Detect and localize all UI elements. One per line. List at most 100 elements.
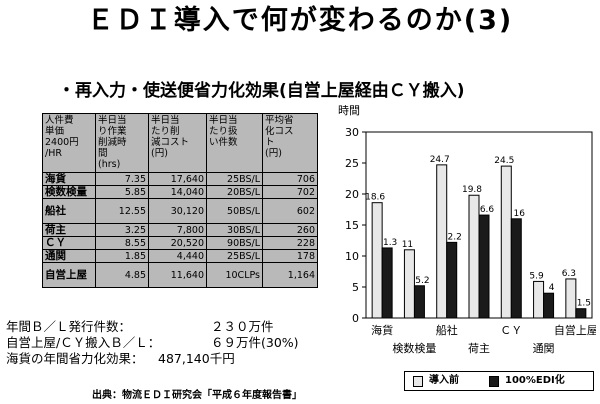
table-row: 船社 12.55 30,120 50BS/L 602 xyxy=(42,198,318,224)
cost-cell: 7,800 xyxy=(148,223,207,237)
x-tick-label: 船社 xyxy=(436,323,458,337)
data-label: 24.7 xyxy=(430,155,450,165)
bar xyxy=(575,308,587,319)
avg-cost-cell: 178 xyxy=(262,249,318,263)
bar xyxy=(446,241,458,319)
count-cell: 50BS/L xyxy=(206,198,263,224)
hours-bar-chart: 時間 0 5 10 15 20 25 30 18.6 1.3 海貨 11 5.2 検数検量 24.7 2.2 船… xyxy=(338,104,596,355)
data-label: 11 xyxy=(402,240,413,250)
row-label: 船社 xyxy=(42,198,96,224)
row-label: 自営上屋 xyxy=(42,262,96,288)
hours-cell: 1.85 xyxy=(95,249,149,263)
bar xyxy=(510,218,522,319)
y-tick-label: 25 xyxy=(345,157,359,170)
cost-cell: 14,040 xyxy=(148,185,207,199)
bar xyxy=(533,280,545,319)
y-axis-label: 時間 xyxy=(338,104,360,117)
data-label: 5.2 xyxy=(415,276,429,286)
x-tick-label: 海貨 xyxy=(371,323,393,337)
hours-cell: 12.55 xyxy=(95,198,149,224)
avg-cost-cell: 1,164 xyxy=(262,262,318,288)
bar xyxy=(413,285,425,319)
cost-cell: 30,120 xyxy=(148,198,207,224)
count-cell: 25BS/L xyxy=(206,172,263,186)
data-label: 1.3 xyxy=(383,238,397,248)
avg-cost-cell: 228 xyxy=(262,236,318,250)
slide-title: ＥＤＩ導入で何が変わるのか(3) xyxy=(86,5,514,36)
count-cell: 90BS/L xyxy=(206,236,263,250)
x-tick-label: 荷主 xyxy=(468,342,490,355)
table-row: 検数検量 5.85 14,040 20BS/L 702 xyxy=(42,185,318,199)
row-label: 通関 xyxy=(42,249,96,263)
cost-cell: 20,520 xyxy=(148,236,207,250)
stat-label: 年間Ｂ／Ｌ発行件数： xyxy=(6,319,132,334)
hours-cell: 5.85 xyxy=(95,185,149,199)
hours-cell: 7.35 xyxy=(95,172,149,186)
avg-cost-cell: 702 xyxy=(262,185,318,199)
count-cell: 30BS/L xyxy=(206,223,263,237)
y-tick-label: 30 xyxy=(345,126,359,139)
bar xyxy=(543,292,555,319)
y-tick-label: 10 xyxy=(345,250,359,263)
x-tick-label: 通関 xyxy=(533,342,555,355)
count-cell: 10CLPs xyxy=(206,262,263,288)
table-row: 自営上屋 4.85 11,640 10CLPs 1,164 xyxy=(42,262,318,288)
stat-value: ２３０万件 xyxy=(211,319,274,334)
cost-cell: 4,440 xyxy=(148,249,207,263)
avg-cost-cell: 706 xyxy=(262,172,318,186)
y-tick-label: 20 xyxy=(345,188,359,201)
avg-cost-cell: 602 xyxy=(262,198,318,224)
table-row: 海貨 7.35 17,640 25BS/L 706 xyxy=(42,172,318,186)
row-label: 海貨 xyxy=(42,172,96,186)
header-cell: 平均省 化コスト (円) xyxy=(262,113,318,173)
cost-table: 人件費 単価 2400円/HR 半日当 り作業 削減時間 (hrs) 半日当 たり削 減コスト… xyxy=(42,113,318,288)
y-tick-label: 5 xyxy=(352,281,359,294)
avg-cost-cell: 260 xyxy=(262,223,318,237)
data-label: 19.8 xyxy=(462,185,482,195)
x-tick-label: 自営上屋 xyxy=(554,323,596,337)
legend-label-before: 導入前 xyxy=(429,375,459,386)
table-row: 荷主 3.25 7,800 30BS/L 260 xyxy=(42,223,318,237)
stat-value: 487,140千円 xyxy=(158,351,235,366)
y-tick-label: 15 xyxy=(345,219,359,232)
row-label: 検数検量 xyxy=(42,185,96,199)
legend-label-after: 100%EDI化 xyxy=(505,375,565,386)
data-label: 6.3 xyxy=(562,269,576,279)
stat-label: 海貨の年間省力化効果： xyxy=(6,351,144,366)
bar xyxy=(478,214,490,319)
hours-cell: 8.55 xyxy=(95,236,149,250)
legend-swatch-before xyxy=(413,376,423,387)
bar xyxy=(468,194,480,319)
data-label: 4 xyxy=(549,283,555,293)
row-label: ＣＹ xyxy=(42,236,96,250)
stat-value: ６９万件(30%) xyxy=(211,335,299,350)
header-cell: 人件費 単価 2400円/HR xyxy=(42,113,96,173)
x-tick-label: 検数検量 xyxy=(392,341,436,355)
data-label: 16 xyxy=(514,209,526,219)
count-cell: 25BS/L xyxy=(206,249,263,263)
chart-legend: 導入前 100%EDI化 xyxy=(404,371,594,391)
data-label: 18.6 xyxy=(365,193,385,203)
bar xyxy=(381,247,393,319)
table-row: ＣＹ 8.55 20,520 90BS/L 228 xyxy=(42,236,318,250)
y-tick-label: 0 xyxy=(352,312,359,325)
data-label: 2.2 xyxy=(448,232,462,242)
bar xyxy=(436,164,448,319)
bar xyxy=(403,249,415,319)
slide-subtitle: ・再入力・使送便省力化効果(自営上屋経由ＣＹ搬入) xyxy=(58,81,465,101)
hours-cell: 4.85 xyxy=(95,262,149,288)
source-citation: 出典：物流ＥＤＩ研究会「平成６年度報告書」 xyxy=(92,390,302,401)
header-cell: 半日当 たり削 減コスト (円) xyxy=(148,113,207,173)
legend-swatch-after xyxy=(489,376,499,387)
bar xyxy=(565,278,577,319)
table-row: 通関 1.85 4,440 25BS/L 178 xyxy=(42,249,318,263)
stat-label: 自営上屋/ＣＹ搬入Ｂ／Ｌ： xyxy=(6,335,161,350)
table-header-row: 人件費 単価 2400円/HR 半日当 り作業 削減時間 (hrs) 半日当 たり削 減コスト… xyxy=(42,113,318,173)
row-label: 荷主 xyxy=(42,223,96,237)
data-label: 1.5 xyxy=(577,299,591,309)
header-cell: 半日当 たり扱 い件数 xyxy=(206,113,263,173)
x-tick-label: ＣＹ xyxy=(500,324,522,337)
header-cell: 半日当 り作業 削減時間 (hrs) xyxy=(95,113,149,173)
data-label: 6.6 xyxy=(480,205,495,215)
count-cell: 20BS/L xyxy=(206,185,263,199)
